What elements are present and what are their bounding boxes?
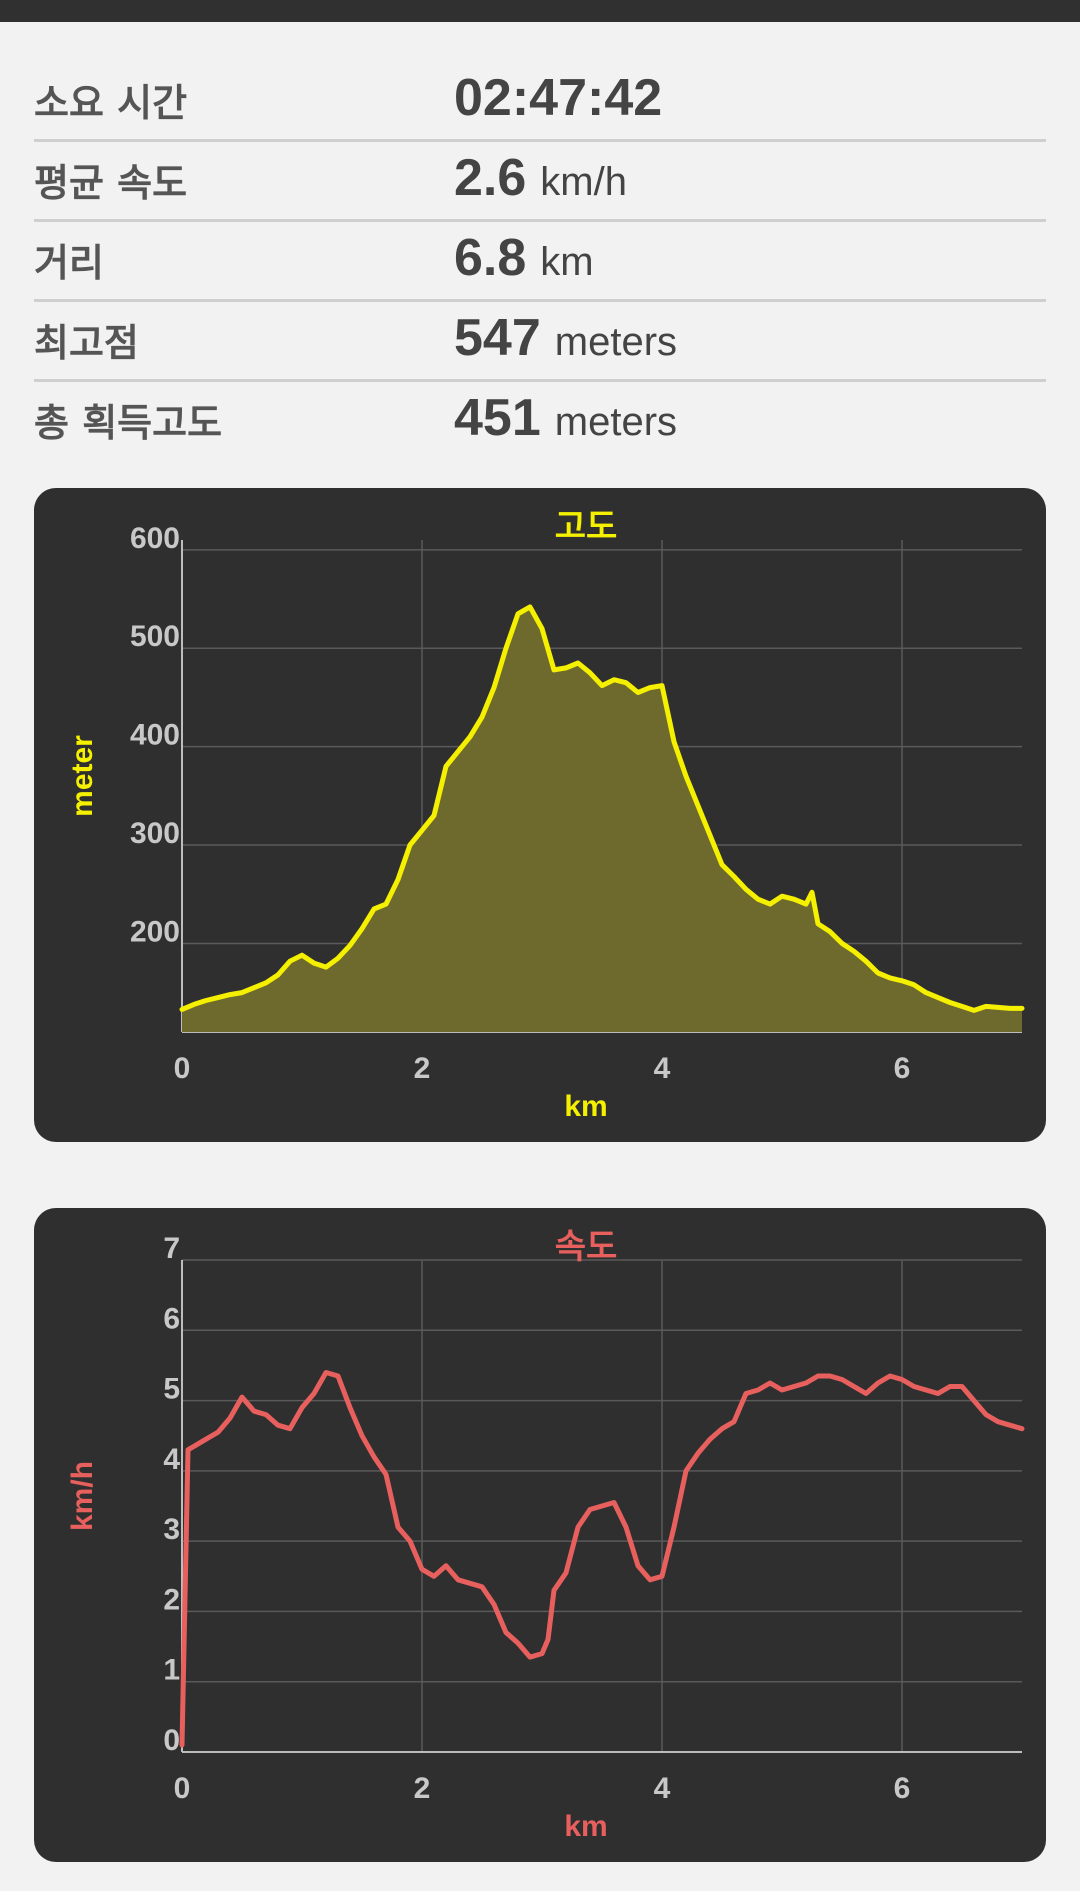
speed-y-tick-label: 7 bbox=[163, 1232, 180, 1265]
stat-value: 6.8 km bbox=[454, 228, 594, 288]
speed-y-tick-label: 4 bbox=[163, 1443, 180, 1476]
status-bar bbox=[0, 0, 1080, 22]
speed-chart: 7 6 5 4 3 2 1 0 0 2 4 6 속도 km km/h bbox=[66, 1227, 1025, 1843]
altitude-x-axis-label: km bbox=[564, 1090, 607, 1123]
stat-number: 02:47:42 bbox=[454, 69, 663, 127]
speed-x-axis-label: km bbox=[564, 1810, 607, 1843]
stat-number: 547 bbox=[454, 309, 541, 367]
stat-number: 2.6 bbox=[454, 149, 527, 207]
speed-y-tick-label: 6 bbox=[163, 1302, 180, 1335]
stat-value: 451 meters bbox=[454, 388, 677, 448]
speed-y-axis-label: km/h bbox=[66, 1461, 99, 1531]
altitude-y-tick-label: 200 bbox=[130, 915, 180, 948]
stat-unit: km/h bbox=[540, 160, 627, 204]
altitude-y-tick-label: 300 bbox=[130, 817, 180, 850]
speed-x-tick-label: 0 bbox=[174, 1772, 191, 1805]
stat-label: 거리 bbox=[34, 241, 104, 285]
altitude-chart: 600 500 400 300 200 0 2 4 6 고도 km meter bbox=[66, 507, 1025, 1123]
altitude-y-tick-label: 600 bbox=[130, 522, 180, 555]
altitude-series-line bbox=[179, 604, 1025, 1013]
stat-row-duration: 소요 시간 02:47:42 bbox=[34, 62, 1046, 142]
altitude-x-tick-label: 6 bbox=[894, 1052, 911, 1085]
stat-label: 평균 속도 bbox=[34, 161, 188, 205]
speed-y-tick-label: 0 bbox=[163, 1724, 180, 1757]
speed-y-tick-label: 1 bbox=[163, 1654, 180, 1687]
altitude-chart-card: 600 500 400 300 200 0 2 4 6 고도 km meter bbox=[34, 488, 1046, 1142]
stat-number: 451 bbox=[454, 389, 541, 447]
altitude-y-axis-label: meter bbox=[66, 735, 99, 817]
stat-label: 소요 시간 bbox=[34, 81, 188, 125]
stat-value: 02:47:42 bbox=[454, 68, 676, 128]
stat-value: 2.6 km/h bbox=[454, 148, 627, 208]
stat-row-distance: 거리 6.8 km bbox=[34, 222, 1046, 302]
altitude-x-tick-label: 0 bbox=[174, 1052, 191, 1085]
speed-x-tick-label: 6 bbox=[894, 1772, 911, 1805]
stats-table: 소요 시간 02:47:42 평균 속도 2.6 km/h 거리 6.8 km 최고… bbox=[34, 62, 1046, 462]
altitude-y-tick-label: 500 bbox=[130, 620, 180, 653]
stat-row-elevation-gain: 총 획득고도 451 meters bbox=[34, 382, 1046, 462]
speed-chart-title: 속도 bbox=[555, 1227, 618, 1267]
stat-row-avg-speed: 평균 속도 2.6 km/h bbox=[34, 142, 1046, 222]
stat-row-highest-point: 최고점 547 meters bbox=[34, 302, 1046, 382]
speed-x-tick-label: 2 bbox=[414, 1772, 431, 1805]
stat-unit: meters bbox=[554, 320, 678, 364]
speed-x-tick-label: 4 bbox=[654, 1772, 671, 1805]
speed-series-line bbox=[179, 1370, 1025, 1748]
stat-unit: meters bbox=[554, 400, 678, 444]
speed-y-tick-label: 2 bbox=[163, 1583, 180, 1616]
altitude-chart-title: 고도 bbox=[555, 507, 618, 547]
stat-number: 6.8 bbox=[454, 229, 527, 287]
speed-y-tick-label: 5 bbox=[163, 1373, 180, 1406]
stat-unit: km bbox=[540, 240, 594, 284]
altitude-x-tick-label: 2 bbox=[414, 1052, 431, 1085]
altitude-x-tick-label: 4 bbox=[654, 1052, 671, 1085]
speed-chart-card: 7 6 5 4 3 2 1 0 0 2 4 6 속도 km km/h bbox=[34, 1208, 1046, 1862]
altitude-y-tick-label: 400 bbox=[130, 719, 180, 752]
speed-y-tick-label: 3 bbox=[163, 1513, 180, 1546]
stat-label: 총 획득고도 bbox=[34, 401, 223, 445]
altitude-area-fill bbox=[182, 606, 1022, 1032]
stat-label: 최고점 bbox=[34, 321, 139, 365]
stat-value: 547 meters bbox=[454, 308, 677, 368]
